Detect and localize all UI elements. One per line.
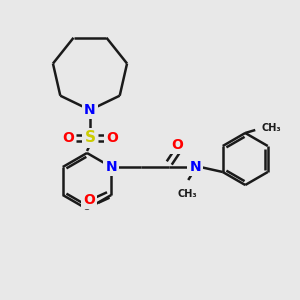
Text: N: N bbox=[189, 160, 201, 174]
Text: S: S bbox=[85, 130, 95, 146]
Text: CH₃: CH₃ bbox=[261, 123, 281, 133]
Text: O: O bbox=[62, 131, 74, 145]
Text: O: O bbox=[106, 131, 118, 145]
Text: N: N bbox=[105, 160, 117, 174]
Text: O: O bbox=[83, 193, 95, 207]
Text: CH₃: CH₃ bbox=[177, 189, 197, 199]
Text: O: O bbox=[171, 138, 183, 152]
Text: N: N bbox=[84, 103, 96, 117]
